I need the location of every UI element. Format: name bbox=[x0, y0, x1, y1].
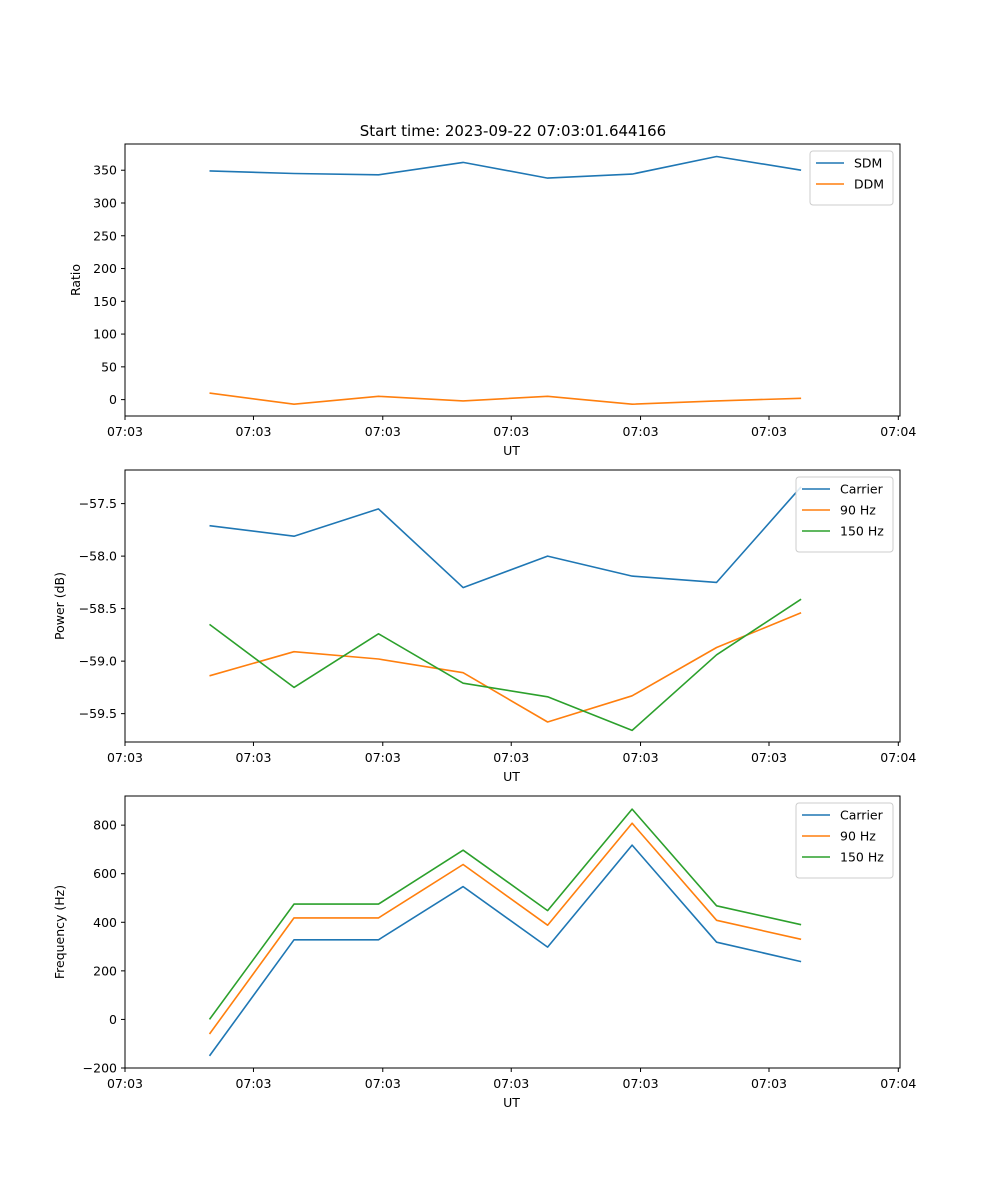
y-tick-label: 400 bbox=[93, 915, 117, 930]
y-axis-label: Frequency (Hz) bbox=[52, 885, 67, 979]
x-tick-label: 07:03 bbox=[751, 750, 787, 765]
frequency-panel: −200 0 200 400 600 800 07:03 07:03 07:03 07:03 07:… bbox=[52, 795, 916, 1110]
x-tick-label: 07:04 bbox=[880, 750, 916, 765]
x-tick-label: 07:03 bbox=[493, 424, 529, 439]
x-axis-label: UT bbox=[503, 1095, 520, 1110]
x-tick-label: 07:03 bbox=[235, 1076, 271, 1091]
x-tick-label: 07:03 bbox=[623, 1076, 659, 1091]
y-tick-label: 300 bbox=[93, 195, 117, 210]
y-tick-label: 0 bbox=[109, 1012, 117, 1027]
y-tick-label: −200 bbox=[83, 1061, 117, 1076]
series-line-90-hz bbox=[208, 822, 802, 1035]
series-line-90-hz bbox=[209, 612, 802, 723]
legend-label: 90 Hz bbox=[840, 503, 876, 518]
x-tick-label: 07:04 bbox=[880, 1076, 916, 1091]
y-tick-label: −59.0 bbox=[79, 654, 117, 669]
axes-frame bbox=[124, 143, 901, 417]
legend: SDM DDM bbox=[809, 150, 894, 206]
y-tick-label: 200 bbox=[93, 963, 117, 978]
legend-box bbox=[795, 802, 894, 879]
y-tick-label: −58.0 bbox=[79, 549, 117, 564]
legend-label: 90 Hz bbox=[840, 829, 876, 844]
x-tick-label: 07:04 bbox=[880, 424, 916, 439]
y-tick-label: 0 bbox=[109, 392, 117, 407]
y-axis-label: Ratio bbox=[68, 264, 83, 296]
y-tick-label: 600 bbox=[93, 866, 117, 881]
y-tick-label: −58.5 bbox=[79, 601, 117, 616]
legend-label: Carrier bbox=[840, 808, 884, 823]
y-tick-label: −59.5 bbox=[79, 706, 117, 721]
y-tick-label: 350 bbox=[93, 163, 117, 178]
legend-label: SDM bbox=[854, 156, 882, 171]
x-tick-label: 07:03 bbox=[107, 750, 143, 765]
y-axis-label: Power (dB) bbox=[52, 572, 67, 640]
power-panel: −59.5 −59.0 −58.5 −58.0 −57.5 07:03 07:03 07:03… bbox=[52, 469, 916, 784]
legend-label: Carrier bbox=[840, 482, 884, 497]
x-tick-label: 07:03 bbox=[751, 424, 787, 439]
x-tick-label: 07:03 bbox=[751, 1076, 787, 1091]
series-line-carrier bbox=[208, 844, 802, 1057]
x-tick-label: 07:03 bbox=[365, 1076, 401, 1091]
series-line-150-hz bbox=[209, 598, 802, 732]
y-tick-label: −57.5 bbox=[79, 496, 117, 511]
series-line-ddm bbox=[209, 392, 802, 406]
x-tick-label: 07:03 bbox=[107, 424, 143, 439]
x-axis-label: UT bbox=[503, 443, 520, 458]
legend-label: DDM bbox=[854, 177, 884, 192]
x-tick-label: 07:03 bbox=[493, 1076, 529, 1091]
x-tick-label: 07:03 bbox=[623, 424, 659, 439]
y-tick-label: 800 bbox=[93, 818, 117, 833]
legend: Carrier 90 Hz 150 Hz bbox=[795, 802, 894, 879]
axes-frame bbox=[124, 795, 901, 1069]
ratio-panel: 0 50 100 150 200 250 300 350 07:03 07:03 07:03 07:0… bbox=[68, 143, 916, 458]
figure-title: Start time: 2023-09-22 07:03:01.644166 bbox=[360, 122, 666, 140]
legend-label: 150 Hz bbox=[840, 524, 884, 539]
x-tick-label: 07:03 bbox=[365, 424, 401, 439]
y-tick-label: 50 bbox=[101, 359, 117, 374]
x-tick-label: 07:03 bbox=[365, 750, 401, 765]
legend-label: 150 Hz bbox=[840, 850, 884, 865]
x-tick-label: 07:03 bbox=[623, 750, 659, 765]
series-line-carrier bbox=[209, 486, 802, 589]
y-tick-label: 250 bbox=[93, 228, 117, 243]
x-tick-label: 07:03 bbox=[493, 750, 529, 765]
legend: Carrier 90 Hz 150 Hz bbox=[795, 476, 894, 553]
x-tick-label: 07:03 bbox=[107, 1076, 143, 1091]
x-tick-label: 07:03 bbox=[235, 750, 271, 765]
series-line-sdm bbox=[209, 155, 802, 179]
x-axis-label: UT bbox=[503, 769, 520, 784]
x-tick-label: 07:03 bbox=[235, 424, 271, 439]
y-tick-label: 100 bbox=[93, 327, 117, 342]
legend-box bbox=[809, 150, 894, 206]
series-line-150-hz bbox=[208, 808, 802, 1020]
y-tick-label: 150 bbox=[93, 294, 117, 309]
axes-frame bbox=[124, 469, 901, 743]
legend-box bbox=[795, 476, 894, 553]
y-tick-label: 200 bbox=[93, 261, 117, 276]
